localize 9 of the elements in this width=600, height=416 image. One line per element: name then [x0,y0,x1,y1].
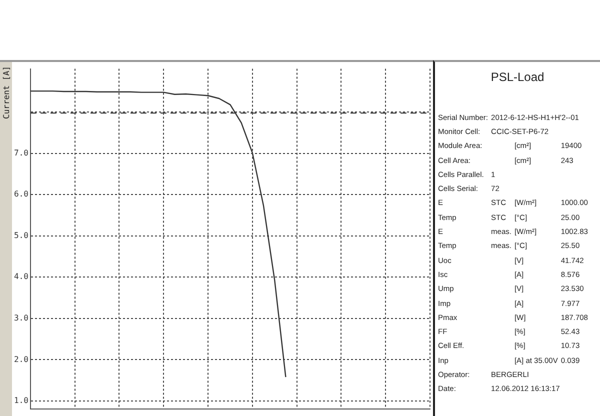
text: PSL-Load [490,70,546,86]
y-tick-label: 1.0 [14,396,29,406]
y-tick-label: 7.0 [14,148,29,158]
y-axis-title: Current [A] [2,66,11,119]
y-tick-label: 4.0 [14,272,29,282]
y-tick-label: 3.0 [14,314,29,323]
y-tick-label: 5.0 [14,230,29,240]
y-tick-label: 6.0 [14,190,29,199]
y-tick-label: 2.0 [14,354,29,364]
